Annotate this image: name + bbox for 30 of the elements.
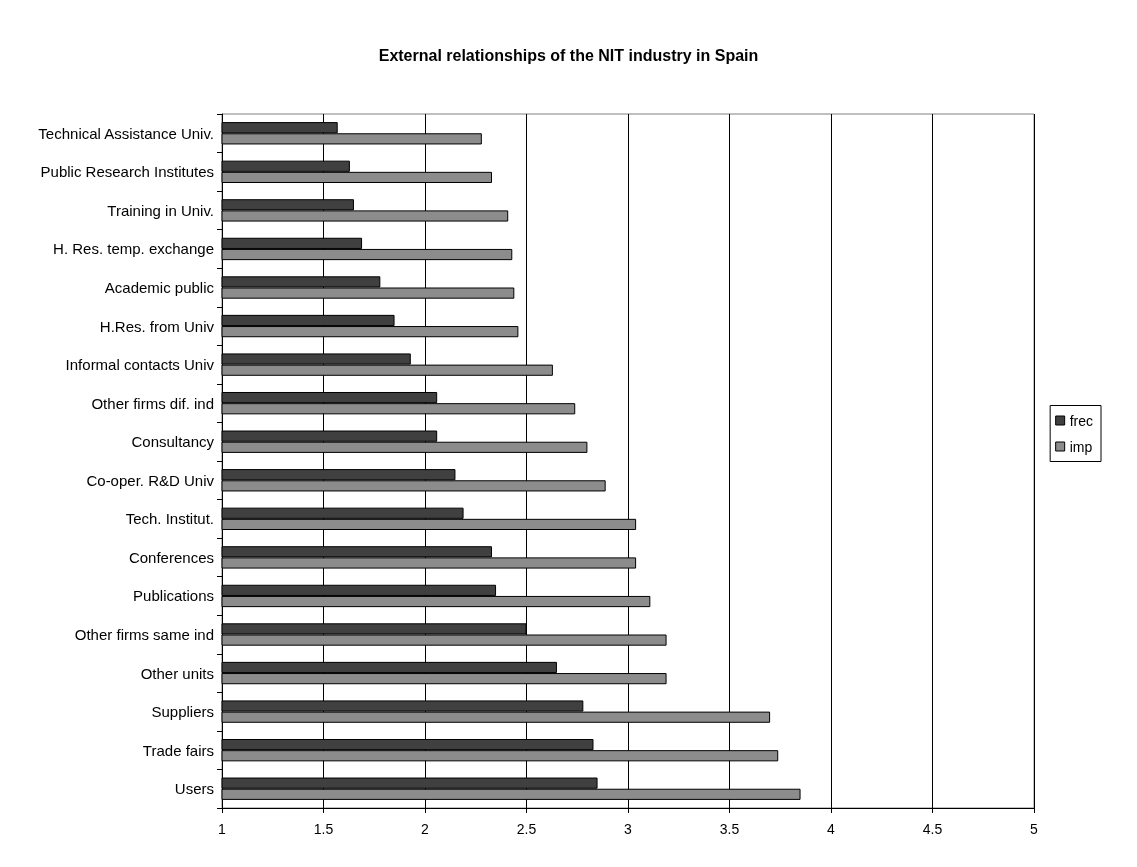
x-tick-label: 2.5 — [516, 821, 537, 837]
x-tick-label: 4 — [827, 821, 836, 837]
x-tick-label: 3 — [624, 821, 633, 837]
y-tick-label: Other firms same ind — [74, 626, 214, 643]
y-tick-label: H. Res. temp. exchange — [53, 240, 214, 258]
y-tick-label: Academic public — [104, 279, 215, 296]
y-tick-label: Publications — [133, 587, 214, 605]
y-tick-label: Trade fairs — [142, 741, 214, 759]
x-tick-label: 4.5 — [922, 821, 943, 837]
y-tick-label: Tech. Institut. — [125, 510, 214, 528]
x-tick-label: 1.5 — [313, 821, 334, 837]
y-tick-label: Suppliers — [151, 703, 214, 721]
y-tick-label: Public Research Institutes — [40, 163, 214, 181]
x-tick-label: 5 — [1030, 821, 1039, 837]
x-tick-label: 2 — [421, 821, 430, 837]
y-tick-label: Conferences — [128, 548, 214, 566]
legend-label: imp — [1069, 438, 1093, 455]
x-tick-label: 1 — [218, 821, 227, 837]
y-tick-label: Other firms dif. ind — [91, 394, 214, 412]
y-tick-label: Users — [174, 780, 214, 798]
y-tick-label: Informal contacts Univ — [65, 356, 215, 374]
y-tick-label: Technical Assistance Univ. — [38, 124, 214, 142]
y-tick-label: Other units — [140, 664, 214, 682]
legend-label: frec — [1069, 412, 1094, 429]
y-tick-label: H.Res. from Univ — [99, 317, 215, 335]
x-tick-label: 3.5 — [719, 821, 740, 837]
chart-title: External relationships of the NIT industry in Spain — [378, 46, 759, 64]
y-tick-label: Consultancy — [131, 433, 215, 451]
y-tick-label: Co-oper. R&D Univ — [86, 471, 215, 489]
y-tick-label: Training in Univ. — [107, 201, 214, 219]
